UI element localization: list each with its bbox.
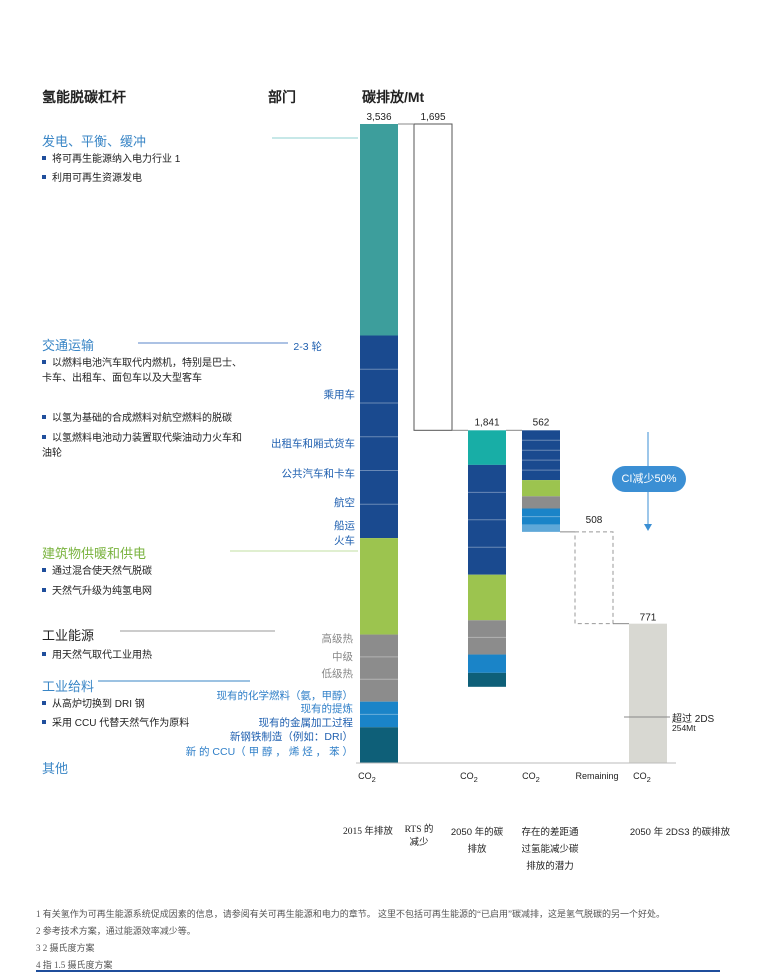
bar-2015-segment bbox=[360, 124, 398, 336]
value-label-gap: 562 bbox=[533, 417, 550, 428]
axis-label-co2-2ds: CO2 bbox=[633, 771, 651, 784]
section-power-bullet: 将可再生能源纳入电力行业 1 bbox=[42, 152, 242, 167]
bar-2015-segment bbox=[360, 335, 398, 539]
value-label-2ds: 771 bbox=[640, 613, 657, 624]
axis-label-remaining: Remaining bbox=[575, 771, 619, 781]
bar-gap-segment bbox=[522, 496, 560, 509]
bar-2015-segment bbox=[360, 727, 398, 763]
section-other-title: 其他 bbox=[42, 761, 69, 776]
axis-label-co2-2015: CO2 bbox=[358, 771, 376, 784]
row-label-new-steel: 新钢铁制造（例如：DRI） bbox=[229, 731, 353, 743]
row-label-taxi-van: 出租车和厢式货车 bbox=[271, 438, 355, 450]
row-label-bus-truck: 公共汽车和卡车 bbox=[281, 468, 356, 480]
row-label-existing-metal: 现有的金属加工过程 bbox=[258, 717, 354, 729]
row-label-existing-chem: 现有的化学燃料（氨，甲醇） bbox=[216, 690, 354, 702]
value-label-rts: 1,695 bbox=[420, 112, 445, 123]
beyond-2ds-value: 254Mt bbox=[672, 723, 696, 733]
row-label-new-ccu: 新 的 CCU（ 甲 醇 ， 烯 烃 ， 苯 ） bbox=[185, 746, 353, 758]
bar-2ds bbox=[629, 623, 667, 763]
row-label-aviation: 航空 bbox=[334, 497, 355, 509]
axis-label-co2-2050: CO2 bbox=[460, 771, 478, 784]
bar-2050-segment bbox=[468, 430, 506, 465]
bar-gap-segment bbox=[522, 480, 560, 497]
row-label-mid-heat: 中级 bbox=[332, 652, 353, 663]
section-power-title: 发电、平衡、缓冲 bbox=[42, 134, 147, 149]
axis-label-co2-gap: CO2 bbox=[522, 771, 540, 784]
ci-arrow-head bbox=[644, 524, 652, 531]
row-label-two-three-wheel: 2-3 轮 bbox=[293, 341, 322, 353]
bar-gap-segment bbox=[522, 430, 560, 481]
row-label-high-heat: 高级热 bbox=[321, 634, 354, 645]
footnote-3: 3 2 摄氏度方案 bbox=[36, 943, 95, 953]
footnote-1: 1 有关氢作为可再生能源系统促成因素的信息，请参阅有关可再生能源和电力的章节。 … bbox=[36, 909, 665, 919]
section-feedstock-title: 工业给料 bbox=[42, 679, 95, 694]
section-transport-bullet: 以氢为基础的合成燃料对航空燃料的脱碳 bbox=[42, 411, 242, 426]
value-label-2015: 3,536 bbox=[366, 112, 391, 123]
section-buildings-bullet: 通过混合使天然气脱碳 bbox=[42, 564, 242, 579]
beyond-2ds-label: 超过 2DS bbox=[672, 714, 715, 725]
bar-2015-segment bbox=[360, 701, 398, 728]
footnote-2: 2 参考技术方案，通过能源效率减少等。 bbox=[36, 926, 196, 936]
category-2015: 2015 年排放 bbox=[343, 827, 393, 837]
bar-gap-segment bbox=[522, 508, 560, 525]
category-2050: 2050 年的碳排放 bbox=[450, 827, 504, 855]
bar-2015-segment bbox=[360, 634, 398, 702]
section-buildings-bullet: 天然气升级为纯氢电网 bbox=[42, 584, 242, 599]
bar-gap-segment bbox=[522, 524, 560, 532]
category-rts: RTS 的减少 bbox=[404, 825, 434, 848]
row-label-shipping: 船运 bbox=[334, 520, 355, 532]
category-gap: 存在的差距通过氢能减少碳排放的潜力 bbox=[521, 827, 579, 872]
section-transport-bullet: 以氢燃料电池动力装置取代柴油动力火车和油轮 bbox=[42, 433, 242, 459]
row-label-passenger-car: 乘用车 bbox=[323, 389, 356, 401]
footer-rule bbox=[36, 970, 720, 972]
bar-remaining bbox=[574, 531, 614, 625]
ci-reduction-badge: CI减少50% bbox=[612, 466, 686, 492]
section-power-bullet: 利用可再生资源发电 bbox=[42, 171, 242, 186]
section-feedstock-bullet: 从高炉切换到 DRI 钢 bbox=[42, 697, 242, 712]
section-transport-title: 交通运输 bbox=[42, 338, 95, 353]
bar-rts-reduction bbox=[413, 123, 453, 431]
value-label-2050: 1,841 bbox=[474, 417, 499, 428]
bar-2050-segment bbox=[468, 672, 506, 687]
header-emission: 碳排放/Mt bbox=[362, 89, 425, 105]
row-label-rail: 火车 bbox=[334, 535, 355, 547]
section-industry-energy-bullet: 用天然气取代工业用热 bbox=[42, 648, 242, 663]
bar-2050-segment bbox=[468, 464, 506, 575]
header-lever: 氢能脱碳杠杆 bbox=[42, 89, 126, 105]
row-label-existing-refining: 现有的提炼 bbox=[300, 703, 354, 715]
bar-2050-segment bbox=[468, 620, 506, 655]
bar-2050-segment bbox=[468, 654, 506, 673]
section-buildings-title: 建筑物供暖和供电 bbox=[42, 546, 147, 561]
footnote-4: 4 指 1.5 摄氏度方案 bbox=[36, 960, 113, 970]
section-transport-bullet: 以燃料电池汽车取代内燃机，特别是巴士、卡车、出租车、面包车以及大型客车 bbox=[42, 358, 242, 384]
value-label-remaining: 508 bbox=[586, 515, 603, 526]
header-sector: 部门 bbox=[268, 89, 296, 105]
section-feedstock-bullet: 采用 CCU 代替天然气作为原料 bbox=[42, 716, 192, 731]
category-2ds: 2050 年 2DS3 的碳排放 bbox=[629, 827, 731, 838]
bar-2050-segment bbox=[468, 574, 506, 621]
bar-2015-segment bbox=[360, 538, 398, 635]
row-label-low-heat: 低级热 bbox=[321, 669, 354, 680]
section-industry-energy-title: 工业能源 bbox=[42, 628, 95, 643]
